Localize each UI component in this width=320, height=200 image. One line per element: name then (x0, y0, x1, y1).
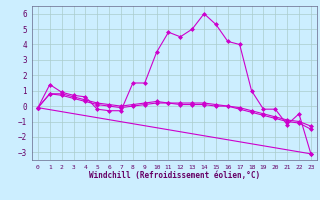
X-axis label: Windchill (Refroidissement éolien,°C): Windchill (Refroidissement éolien,°C) (89, 171, 260, 180)
